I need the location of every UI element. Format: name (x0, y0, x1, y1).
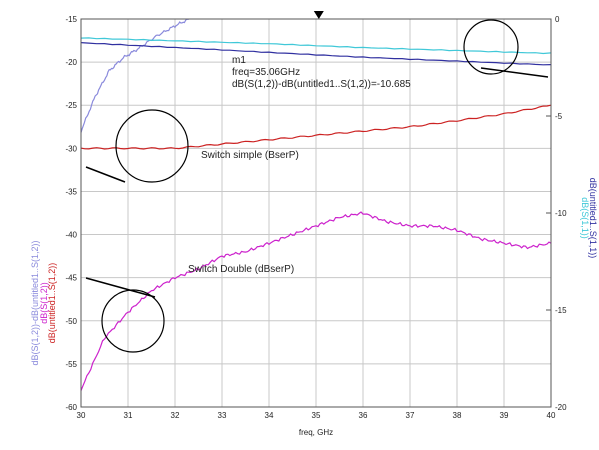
series-line (81, 37, 551, 55)
annotation-switch-double: Switch Double (dBserP) (188, 264, 294, 275)
y-left-tick-label: -60 (65, 403, 77, 412)
right-axis-title: dB(S(1,1)) (580, 197, 590, 239)
x-tick-label: 35 (312, 411, 321, 420)
x-tick-label: 40 (547, 411, 556, 420)
x-tick-label: 36 (359, 411, 368, 420)
x-tick-label: 32 (171, 411, 180, 420)
marker-readout-line: dB(S(1,2))-dB(untitled1..S(1,2))=-10.685 (232, 79, 411, 90)
gridlines (81, 19, 551, 407)
left-axis-title: dB(S(1,2))-dB(untitled1..S(1,2)) (30, 240, 40, 365)
callout-circle (115, 109, 189, 183)
y-right-tick-label: -10 (555, 209, 567, 218)
y-left-tick-label: -55 (65, 360, 77, 369)
series-line (81, 211, 551, 391)
y-right-tick-label: -5 (555, 112, 563, 121)
series-group (81, 19, 551, 391)
x-tick-label: 30 (77, 411, 86, 420)
y-left-tick-label: -20 (65, 58, 77, 67)
series-line (81, 19, 190, 133)
tick-labels: 30 31 32 33 34 35 36 37 38 39 40 -15 -20 -25 -30 -35 -40… (65, 15, 567, 437)
left-axis-title: dB(S(1,2)) (39, 282, 49, 324)
x-tick-label: 34 (265, 411, 274, 420)
x-axis-label: freq, GHz (299, 428, 333, 437)
y-left-tick-label: -25 (65, 101, 77, 110)
plot-frame (80, 18, 552, 408)
callout-circle (463, 19, 519, 75)
series-line (81, 104, 551, 150)
y-left-tick-label: -35 (65, 187, 77, 196)
annotation-switch-simple: Switch simple (BserP) (201, 150, 299, 161)
y-right-tick-label: -15 (555, 306, 567, 315)
marker-m1-triangle (313, 11, 324, 19)
x-tick-label: 37 (406, 411, 415, 420)
y-left-tick-label: -50 (65, 317, 77, 326)
x-tick-label: 38 (453, 411, 462, 420)
left-axis-title: dB(untitled1..S(1,2)) (47, 263, 57, 344)
callout-pointer-line (85, 277, 156, 298)
y-right-tick-label: 0 (555, 15, 560, 24)
y-left-tick-label: -40 (65, 231, 77, 240)
y-right-tick-label: -20 (555, 403, 567, 412)
y-left-tick-label: -15 (65, 15, 77, 24)
y-left-tick-label: -30 (65, 144, 77, 153)
x-tick-label: 39 (500, 411, 509, 420)
x-tick-label: 31 (124, 411, 133, 420)
callout-pointer-line (480, 67, 549, 78)
y-left-tick-label: -45 (65, 274, 77, 283)
axis-titles: dB(S(1,2))dB(S(1,2))-dB(untitled1..S(1,2… (30, 178, 598, 366)
right-axis-title: dB(untitled1..S(1,1)) (588, 178, 598, 259)
annotations: m1freq=35.06GHzdB(S(1,2))-dB(untitled1..… (85, 11, 549, 353)
callout-circle (101, 289, 165, 353)
x-tick-label: 33 (218, 411, 227, 420)
marker-readout-line: m1 (232, 55, 246, 66)
series-line (81, 42, 551, 66)
marker-readout-line: freq=35.06GHz (232, 67, 300, 78)
callout-pointer-line (85, 166, 126, 183)
